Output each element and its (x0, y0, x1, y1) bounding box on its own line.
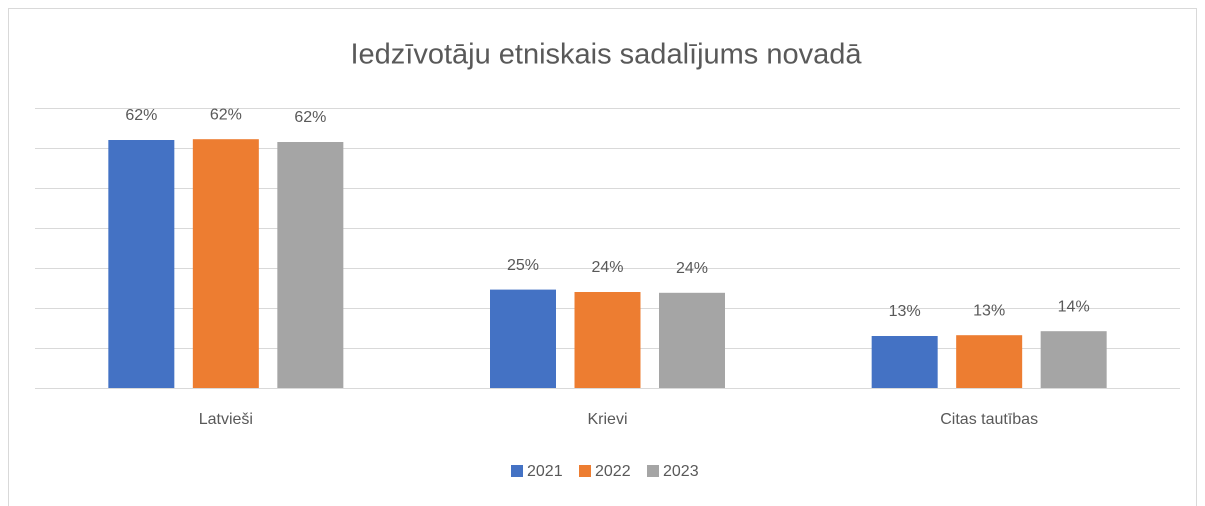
data-label: 24% (591, 259, 623, 276)
bar (871, 336, 938, 388)
bar (1040, 331, 1107, 388)
bar (659, 292, 725, 388)
bar (192, 139, 259, 388)
legend-label: 2023 (663, 463, 699, 480)
data-label: 13% (973, 302, 1005, 319)
data-label: 62% (210, 106, 242, 123)
x-tick-label: Citas tautības (940, 411, 1038, 428)
data-label: 62% (294, 109, 326, 126)
bar (108, 140, 175, 388)
bar (490, 289, 556, 388)
data-label: 14% (1058, 298, 1090, 315)
data-label: 25% (507, 257, 539, 274)
bar (574, 292, 641, 388)
legend-label: 2021 (527, 463, 563, 480)
data-label: 62% (125, 107, 157, 124)
data-label: 13% (889, 303, 921, 320)
legend-label: 2022 (595, 463, 631, 480)
data-label: 24% (676, 260, 708, 277)
bar (277, 142, 344, 388)
legend-swatch (579, 465, 591, 477)
x-tick-label: Krievi (587, 411, 627, 428)
bar (956, 335, 1023, 388)
legend-swatch (511, 465, 523, 477)
chart-frame (8, 8, 1197, 506)
legend-swatch (647, 465, 659, 477)
chart-title: Iedzīvotāju etniskais sadalījums novadā (350, 39, 862, 71)
x-tick-label: Latvieši (199, 411, 253, 428)
